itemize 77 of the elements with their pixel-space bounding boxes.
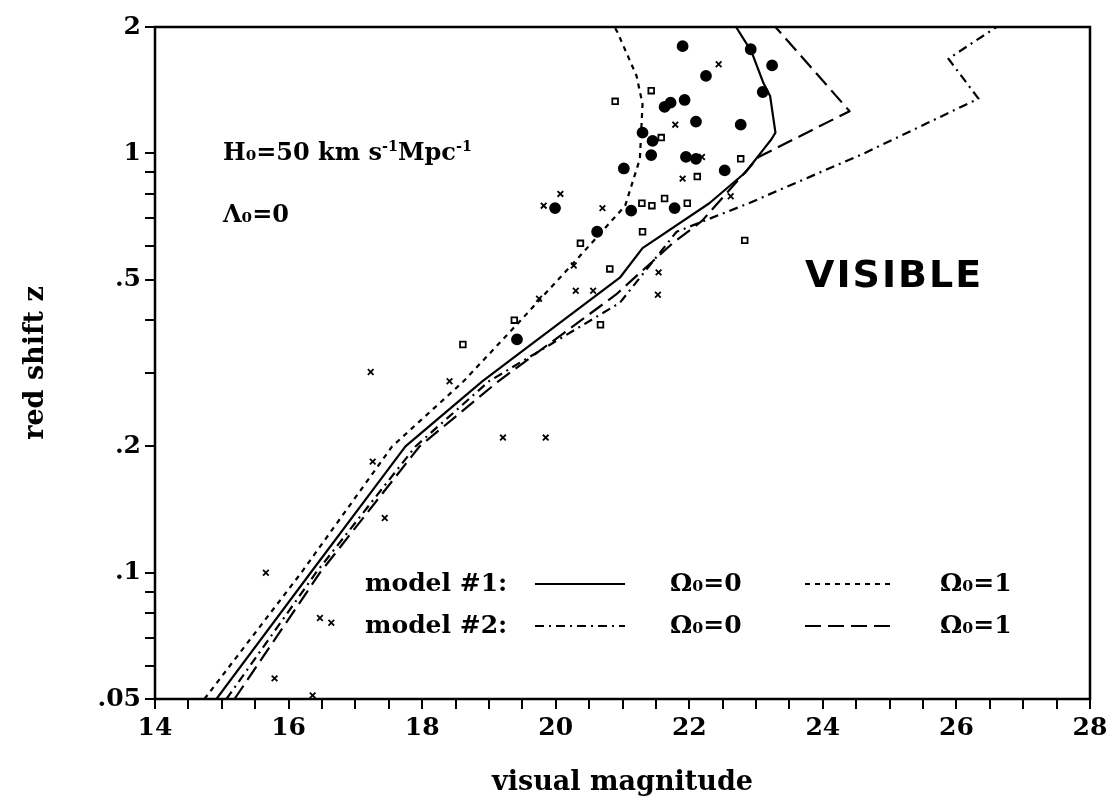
y-tick-label: .2 [114, 429, 141, 459]
y-tick-label: .05 [97, 682, 141, 712]
legend-label: Ω₀=1 [940, 567, 1012, 597]
y-axis-title: red shift z [18, 286, 50, 440]
y-tick-label: .5 [114, 263, 141, 293]
legend-label: Ω₀=1 [940, 609, 1012, 639]
x-tick-label: 22 [671, 711, 707, 741]
point [718, 164, 731, 177]
point [327, 619, 336, 627]
x-tick-label: 18 [404, 711, 440, 741]
x-tick-label: 26 [939, 711, 974, 741]
point [668, 202, 681, 215]
point [606, 265, 614, 273]
point [541, 433, 550, 442]
point [591, 225, 604, 238]
point [678, 174, 687, 183]
point [690, 152, 702, 165]
point [714, 60, 723, 68]
point [646, 135, 659, 147]
point [676, 40, 689, 53]
point [576, 239, 585, 248]
point [680, 151, 692, 163]
point [654, 291, 662, 299]
annotation: model #1: [365, 567, 508, 597]
point [625, 204, 638, 217]
legend-label: Ω₀=0 [670, 609, 742, 639]
legend-label: Ω₀=0 [670, 567, 742, 597]
point [726, 192, 735, 200]
point [611, 97, 619, 106]
point [766, 59, 778, 72]
point [617, 162, 630, 175]
point [740, 236, 749, 245]
x-tick-label: 28 [1072, 711, 1108, 741]
point [756, 86, 769, 98]
point [700, 69, 712, 82]
annotation: H₀=50 km s$^{-1}$Mpc$^{-1}$ [223, 137, 472, 166]
x-tick-label: 14 [137, 711, 173, 741]
point [654, 268, 663, 277]
annotation: model #2: [365, 609, 508, 639]
y-tick-label: 2 [123, 10, 141, 40]
point [270, 674, 279, 683]
point [549, 202, 561, 215]
point [510, 316, 519, 324]
point [664, 96, 677, 109]
point [698, 153, 706, 161]
y-tick-label: 1 [123, 136, 141, 166]
y-tick-label: .1 [114, 556, 141, 586]
point [690, 115, 702, 128]
point [596, 321, 605, 329]
point [648, 201, 656, 210]
annotation: VISIBLE [805, 252, 984, 296]
point [308, 691, 317, 699]
point [660, 194, 669, 203]
point [262, 569, 270, 577]
x-tick-label: 24 [805, 711, 841, 741]
annotation: Λ₀=0 [223, 199, 289, 228]
point [645, 149, 658, 161]
point [734, 118, 747, 131]
point [678, 94, 691, 106]
point [657, 133, 665, 142]
point [638, 228, 647, 236]
point [459, 340, 467, 349]
point [511, 333, 523, 346]
point [368, 457, 377, 466]
point [316, 614, 324, 622]
x-tick-label: 20 [538, 711, 574, 741]
point [572, 287, 580, 295]
point [671, 120, 679, 129]
x-tick-label: 16 [271, 711, 306, 741]
x-axis-title: visual magnitude [491, 764, 753, 796]
point [683, 199, 692, 207]
point [638, 199, 646, 207]
point [647, 86, 655, 95]
point [445, 377, 454, 386]
point [693, 172, 702, 181]
point [736, 155, 745, 163]
point [539, 201, 548, 210]
